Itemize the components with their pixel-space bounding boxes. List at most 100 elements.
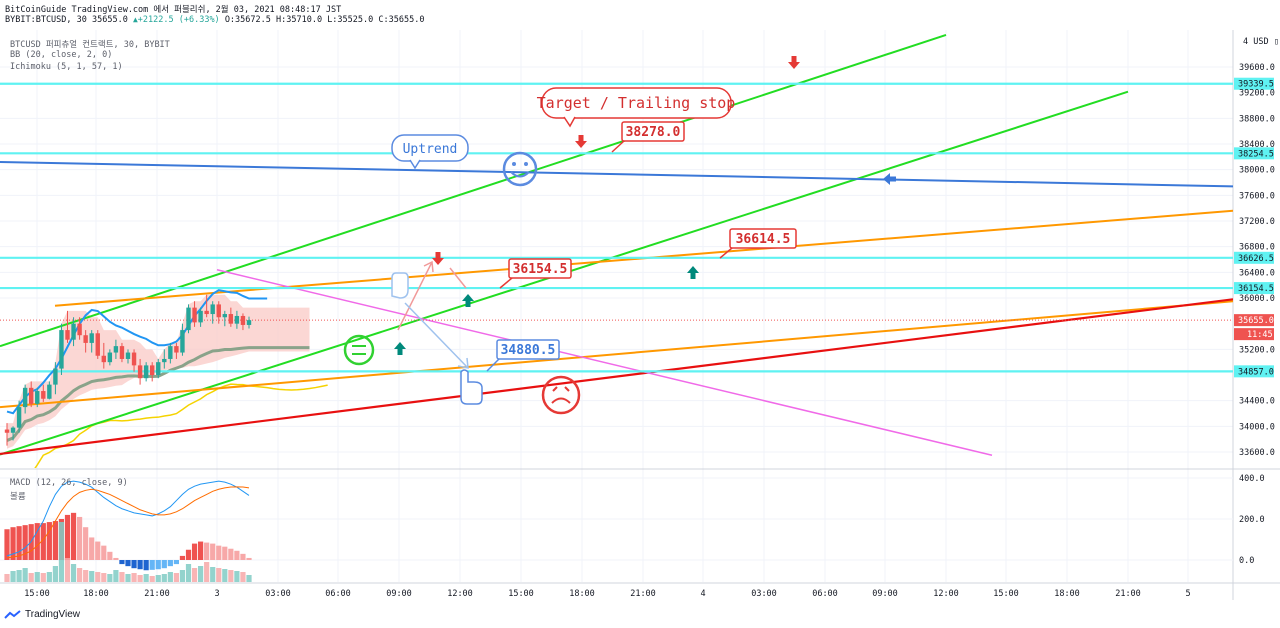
label-36614-pointer xyxy=(719,247,733,259)
macd-histogram-bar-10 xyxy=(64,514,71,560)
happy-face-icon xyxy=(502,151,538,187)
path-pink-2 xyxy=(449,267,467,289)
time-tick-11: 4 xyxy=(700,589,705,599)
time-tick-17: 18:00 xyxy=(1054,589,1080,599)
volume-bar-15 xyxy=(95,572,101,582)
candle-body-0 xyxy=(4,429,10,433)
macd-histogram-bar-16 xyxy=(101,545,107,560)
tradingview-logo[interactable]: TradingView xyxy=(4,609,80,620)
price-tick-1: 38800.0 xyxy=(1239,114,1275,124)
level-tag-34857.0: 34857.0 xyxy=(1238,367,1274,377)
candle-body-12 xyxy=(77,323,82,336)
volume-bar-12 xyxy=(77,568,83,582)
macd-histogram-bar-11 xyxy=(70,512,77,560)
sell-arrow-icon-3-head xyxy=(432,258,444,265)
time-tick-1: 18:00 xyxy=(83,589,109,599)
volume-bar-38 xyxy=(234,571,240,582)
drawing-annotations xyxy=(343,56,896,415)
uptrend-callout: Uptrend xyxy=(391,134,469,170)
publish-info: BitCoinGuide TradingView.com 에서 퍼블리쉬, 2월… xyxy=(5,5,342,15)
ichimoku-lagging-span xyxy=(34,383,328,468)
hand-pointer-icon-up xyxy=(391,272,409,299)
buy-arrow-icon-3-head xyxy=(394,342,406,349)
time-tick-7: 12:00 xyxy=(447,589,473,599)
green-channel-upper xyxy=(0,33,947,348)
last-price-tag: 35655.0 xyxy=(1238,316,1274,326)
price-tick-39200: 39200.0 xyxy=(1239,89,1275,99)
level-tag-36154.5: 36154.5 xyxy=(1238,284,1274,294)
label-36154-box xyxy=(508,258,572,279)
buy-arrow-icon-1-stem xyxy=(465,301,471,307)
volume-bar-0 xyxy=(4,574,10,582)
time-tick-5: 06:00 xyxy=(325,589,351,599)
label-38278-box xyxy=(621,121,685,142)
candle-body-36 xyxy=(222,314,227,318)
horizontal-levels xyxy=(0,82,1233,373)
macd-tick-1: 200.0 xyxy=(1239,515,1265,525)
candle-body-23 xyxy=(143,365,149,379)
sell-arrow-icon-3 xyxy=(432,252,444,265)
left-arrow-icon xyxy=(883,173,896,185)
level-tag-bg-1 xyxy=(1234,147,1274,160)
buy-arrow-icon-3-stem xyxy=(397,349,403,355)
macd-histogram-bar-6 xyxy=(40,523,46,560)
sell-arrow-icon-3-stem xyxy=(435,252,441,258)
trend-lines xyxy=(0,33,1233,456)
macd-histogram-bar-24 xyxy=(149,560,155,570)
level-tag-bg-2 xyxy=(1234,251,1274,264)
path-up-segment xyxy=(397,261,433,331)
sad-face-outline xyxy=(541,375,581,415)
bb-legend[interactable]: BB (20, close, 2, 0) xyxy=(10,50,113,60)
macd-pane xyxy=(4,480,252,582)
neutral-face-icon xyxy=(343,334,375,366)
time-tick-9: 18:00 xyxy=(569,589,595,599)
volume-bar-20 xyxy=(125,574,131,582)
happy-face-outline xyxy=(502,151,538,187)
series-legend[interactable]: BTCUSD 퍼피츄얼 컨트랙트, 30, BYBIT xyxy=(10,40,170,50)
chart-grid xyxy=(0,30,1280,600)
label-34880-box xyxy=(496,339,560,360)
price-tick-9: 35200.0 xyxy=(1239,345,1275,355)
ichimoku-legend[interactable]: Ichimoku (5, 1, 57, 1) xyxy=(10,62,123,72)
candle-body-6 xyxy=(41,391,46,399)
macd-legend[interactable]: MACD (12, 26, close, 9) xyxy=(10,478,128,488)
macd-histogram-bar-2 xyxy=(16,526,22,560)
macd-histogram-bar-29 xyxy=(179,555,186,560)
level-tag-38254.5: 38254.5 xyxy=(1238,149,1274,159)
macd-histogram-bar-36 xyxy=(222,546,228,560)
buy-arrow-icon-2-stem xyxy=(690,273,696,279)
candle-body-27 xyxy=(168,346,173,359)
volume-bar-21 xyxy=(131,573,137,582)
volume-bar-19 xyxy=(119,572,125,582)
time-tick-15: 12:00 xyxy=(933,589,959,599)
candle-body-18 xyxy=(113,346,119,353)
ohlc-high: H:35710.0 xyxy=(276,15,323,25)
label-34880-text: 34880.5 xyxy=(501,343,556,358)
price-tick-8: 36000.0 xyxy=(1239,294,1275,304)
macd-histogram-bar-15 xyxy=(95,541,101,560)
volume-bar-29 xyxy=(179,570,186,582)
volume-bar-1 xyxy=(10,571,16,582)
buy-arrow-icon-2-head xyxy=(687,266,699,273)
volume-bar-18 xyxy=(113,570,119,582)
macd-histogram-bar-13 xyxy=(83,527,89,560)
last-price: 35655.0 xyxy=(92,15,128,25)
volume-bar-40 xyxy=(246,575,252,582)
label-36614-text: 36614.5 xyxy=(736,232,791,247)
sell-arrow-icon-1 xyxy=(788,56,800,69)
volume-legend[interactable]: 볼륨 xyxy=(10,492,26,502)
volume-bar-10 xyxy=(64,558,71,582)
price-tick-3: 38000.0 xyxy=(1239,166,1275,176)
time-tick-14: 09:00 xyxy=(872,589,898,599)
time-tick-0: 15:00 xyxy=(24,589,50,599)
hand-down-shape xyxy=(460,369,483,405)
candle-body-2 xyxy=(16,407,22,428)
countdown-tag: 11:45 xyxy=(1247,330,1273,340)
volume-bar-13 xyxy=(83,570,89,582)
time-tick-13: 06:00 xyxy=(812,589,838,599)
candlesticks xyxy=(4,294,252,446)
level-tag-bg-0 xyxy=(1234,77,1274,90)
price-tick-0: 39600.0 xyxy=(1239,63,1275,73)
macd-histogram-bar-38 xyxy=(234,550,240,560)
symbol-name: BYBIT:BTCUSD, 30 xyxy=(5,15,87,25)
